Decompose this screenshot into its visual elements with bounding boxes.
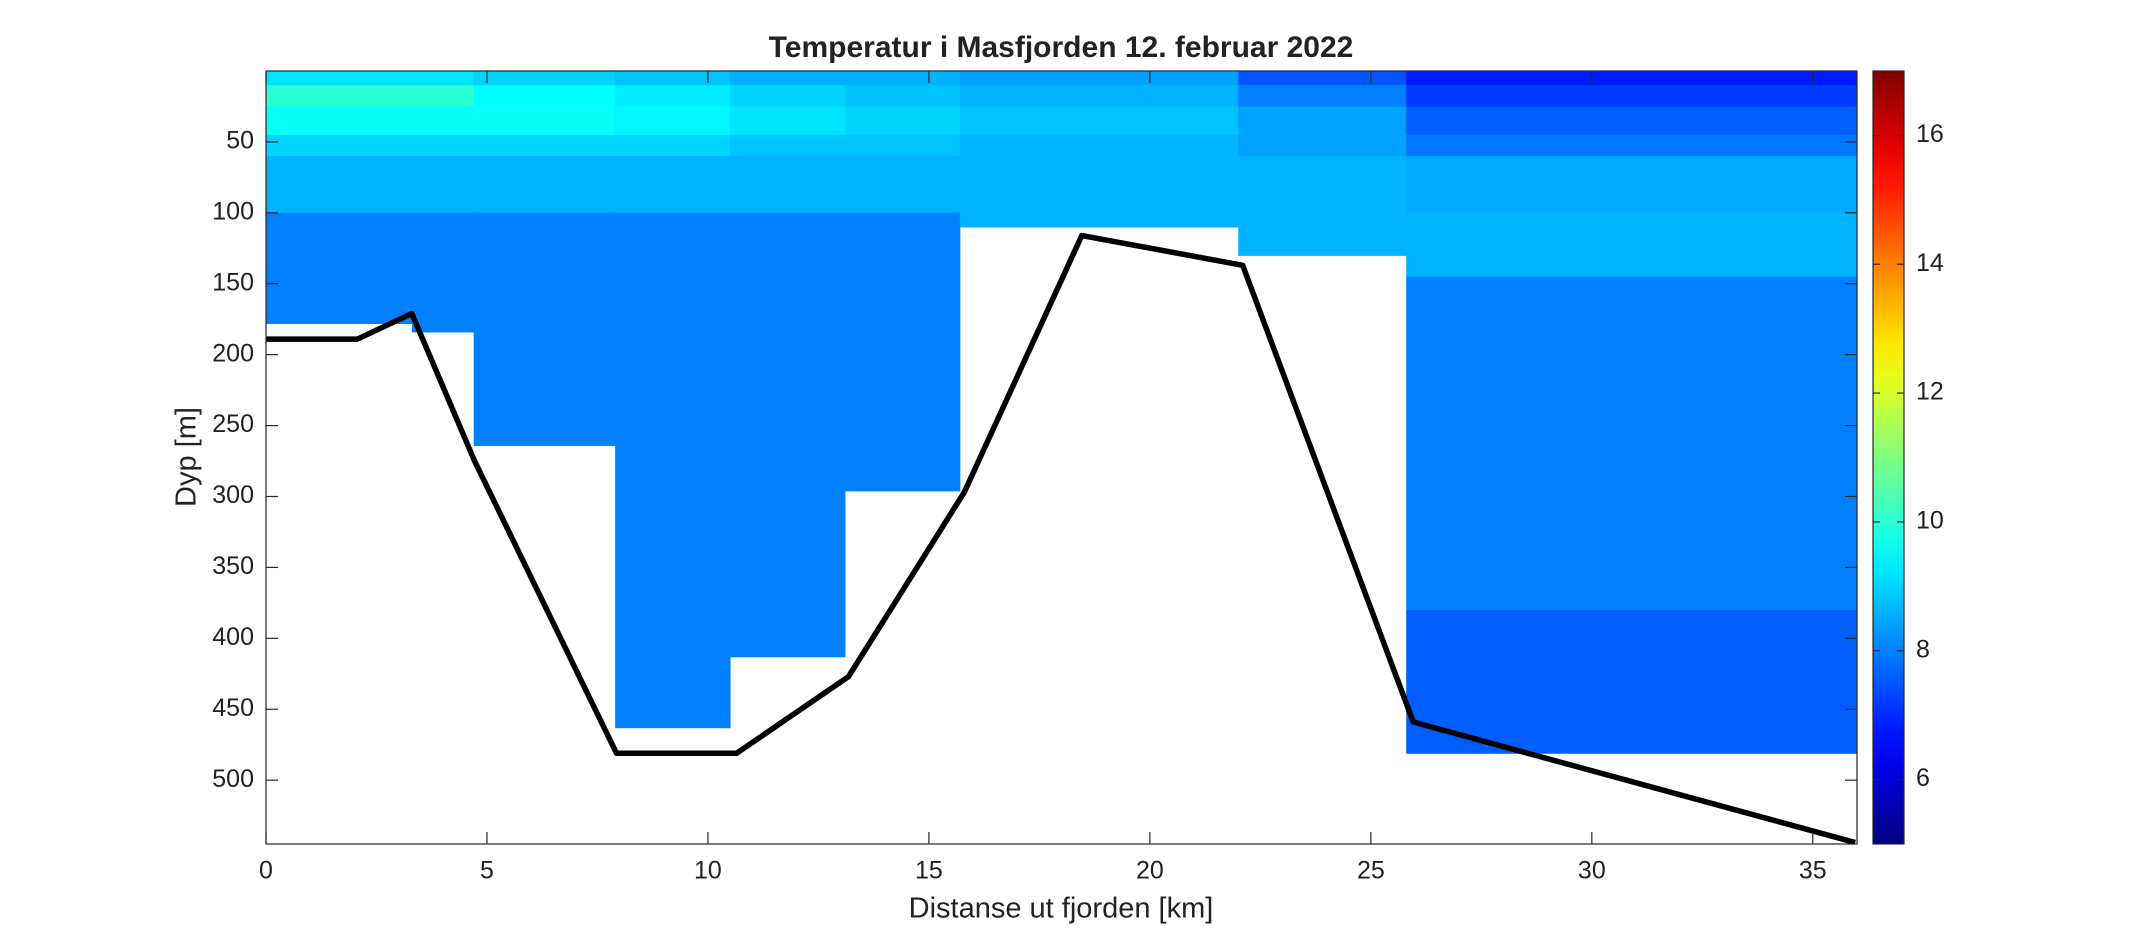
temperature-cell bbox=[1238, 156, 1407, 214]
temperature-cell bbox=[411, 276, 475, 333]
x-tick-label: 30 bbox=[1578, 857, 1606, 885]
colorbar-tick-label: 10 bbox=[1916, 507, 1944, 535]
temperature-cell bbox=[473, 106, 616, 136]
temperature-cell bbox=[959, 212, 1239, 228]
temperature-cell bbox=[1238, 71, 1407, 86]
temperature-cell bbox=[266, 276, 413, 324]
temperature-cell bbox=[615, 71, 731, 86]
temperature-cell bbox=[959, 106, 1239, 136]
temperature-cell bbox=[1406, 156, 1857, 214]
temperature-cell bbox=[730, 212, 846, 278]
temperature-cell bbox=[1238, 106, 1407, 136]
colorbar-tick-label: 16 bbox=[1916, 120, 1944, 148]
y-axis-label: Dyp [m] bbox=[171, 407, 203, 507]
temperature-cell bbox=[1238, 85, 1407, 107]
temperature-cell bbox=[1406, 212, 1857, 278]
x-axis-label: Distanse ut fjorden [km] bbox=[909, 893, 1214, 925]
temperature-cell bbox=[411, 71, 475, 86]
y-tick-label: 350 bbox=[212, 552, 254, 580]
x-tick-label: 15 bbox=[915, 857, 943, 885]
temperature-cell bbox=[959, 85, 1239, 107]
temperature-cell bbox=[844, 212, 961, 278]
temperature-cell bbox=[615, 276, 731, 611]
temperature-cell bbox=[473, 85, 616, 107]
temperature-cell bbox=[615, 85, 731, 107]
bottom-profile-line bbox=[266, 232, 1856, 844]
axes-frame bbox=[265, 70, 1858, 845]
temperature-cell bbox=[411, 134, 475, 157]
temperature-cell bbox=[844, 85, 961, 107]
colorbar-tick-label: 14 bbox=[1916, 249, 1944, 277]
temperature-cell bbox=[959, 156, 1239, 214]
temperature-cell bbox=[844, 106, 961, 136]
temperature-cell bbox=[266, 71, 413, 86]
temperature-cell bbox=[615, 212, 731, 278]
y-tick-label: 50 bbox=[226, 127, 254, 155]
temperature-cell bbox=[411, 212, 475, 278]
temperature-cell bbox=[615, 106, 731, 136]
temperature-cell bbox=[959, 71, 1239, 86]
temperature-cell bbox=[266, 85, 413, 107]
y-tick-label: 300 bbox=[212, 481, 254, 509]
colorbar-tick-label: 12 bbox=[1916, 378, 1944, 406]
temperature-cell bbox=[959, 134, 1239, 157]
y-tick-label: 400 bbox=[212, 623, 254, 651]
temperature-cell bbox=[1406, 106, 1857, 136]
temperature-cell bbox=[266, 156, 413, 214]
temperature-cell bbox=[730, 609, 846, 658]
temperature-cell bbox=[1238, 134, 1407, 157]
temperature-cell bbox=[266, 106, 413, 136]
x-tick-label: 20 bbox=[1136, 857, 1164, 885]
y-tick-label: 500 bbox=[212, 765, 254, 793]
temperature-cell bbox=[730, 85, 846, 107]
y-tick-label: 150 bbox=[212, 268, 254, 296]
x-tick-label: 0 bbox=[259, 857, 273, 885]
temperature-cell bbox=[411, 106, 475, 136]
temperature-cell bbox=[730, 71, 846, 86]
colorbar-tick-label: 6 bbox=[1916, 764, 1930, 792]
temperature-cell bbox=[1406, 85, 1857, 107]
temperature-cell bbox=[411, 85, 475, 107]
temperature-cell bbox=[473, 71, 616, 86]
temperature-cell bbox=[473, 212, 616, 278]
y-tick-label: 200 bbox=[212, 339, 254, 367]
y-tick-label: 100 bbox=[212, 197, 254, 225]
temperature-cell bbox=[730, 106, 846, 136]
x-tick-label: 5 bbox=[480, 857, 494, 885]
temperature-cell bbox=[473, 156, 616, 214]
x-tick-label: 25 bbox=[1357, 857, 1385, 885]
temperature-cell bbox=[615, 134, 731, 157]
y-tick-label: 250 bbox=[212, 410, 254, 438]
temperature-cell bbox=[844, 156, 961, 214]
temperature-cell bbox=[730, 276, 846, 611]
temperature-cell bbox=[844, 71, 961, 86]
colorbar bbox=[1872, 70, 1905, 845]
temperature-cell bbox=[1406, 276, 1857, 611]
temperature-cell bbox=[473, 276, 616, 446]
temperature-cell bbox=[473, 134, 616, 157]
temperature-cell bbox=[1406, 134, 1857, 157]
temperature-cell bbox=[1238, 212, 1407, 256]
temperature-cell bbox=[615, 156, 731, 214]
chart-title: Temperatur i Masfjorden 12. februar 2022 bbox=[769, 31, 1354, 64]
temperature-cell bbox=[266, 212, 413, 278]
temperature-cell bbox=[411, 156, 475, 214]
temperature-cell bbox=[615, 609, 731, 729]
x-tick-label: 35 bbox=[1799, 857, 1827, 885]
temperature-cell bbox=[1406, 609, 1857, 754]
temperature-cell bbox=[844, 134, 961, 157]
x-tick-label: 10 bbox=[694, 857, 722, 885]
temperature-cell bbox=[730, 156, 846, 214]
colorbar-tick-label: 8 bbox=[1916, 635, 1930, 663]
y-tick-label: 450 bbox=[212, 694, 254, 722]
plot-area bbox=[266, 71, 1857, 844]
temperature-cell bbox=[730, 134, 846, 157]
temperature-cell bbox=[844, 276, 961, 492]
temperature-cell bbox=[1406, 71, 1857, 86]
temperature-cell bbox=[266, 134, 413, 157]
